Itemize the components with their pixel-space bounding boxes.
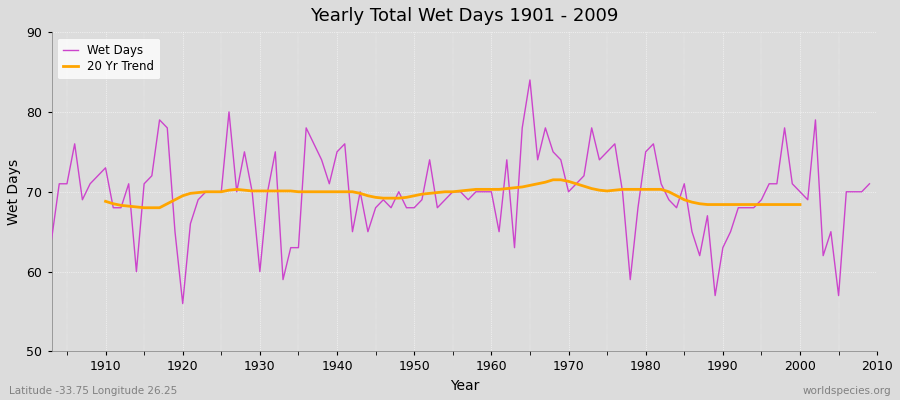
20 Yr Trend (100, 199, 111, 204)
20 Yr Trend (548, 177, 559, 182)
Text: worldspecies.org: worldspecies.org (803, 386, 891, 396)
Wet Days (486, 189, 497, 194)
Wet Days (93, 173, 104, 178)
20 Yr Trend (270, 188, 281, 193)
Wet Days (594, 158, 605, 162)
Wet Days (525, 78, 535, 82)
20 Yr Trend (787, 202, 797, 207)
Title: Yearly Total Wet Days 1901 - 2009: Yearly Total Wet Days 1901 - 2009 (310, 7, 618, 25)
Text: Latitude -33.75 Longitude 26.25: Latitude -33.75 Longitude 26.25 (9, 386, 177, 396)
20 Yr Trend (139, 205, 149, 210)
Wet Days (316, 158, 327, 162)
Wet Days (270, 150, 281, 154)
Wet Days (864, 181, 875, 186)
Y-axis label: Wet Days: Wet Days (7, 159, 21, 225)
Wet Days (177, 301, 188, 306)
20 Yr Trend (285, 188, 296, 193)
20 Yr Trend (193, 190, 203, 195)
Line: 20 Yr Trend: 20 Yr Trend (105, 180, 800, 208)
20 Yr Trend (509, 185, 520, 190)
Wet Days (31, 166, 41, 170)
X-axis label: Year: Year (450, 379, 479, 393)
Legend: Wet Days, 20 Yr Trend: Wet Days, 20 Yr Trend (58, 38, 160, 79)
Line: Wet Days: Wet Days (36, 80, 869, 304)
20 Yr Trend (795, 202, 806, 207)
20 Yr Trend (702, 202, 713, 207)
Wet Days (494, 229, 505, 234)
